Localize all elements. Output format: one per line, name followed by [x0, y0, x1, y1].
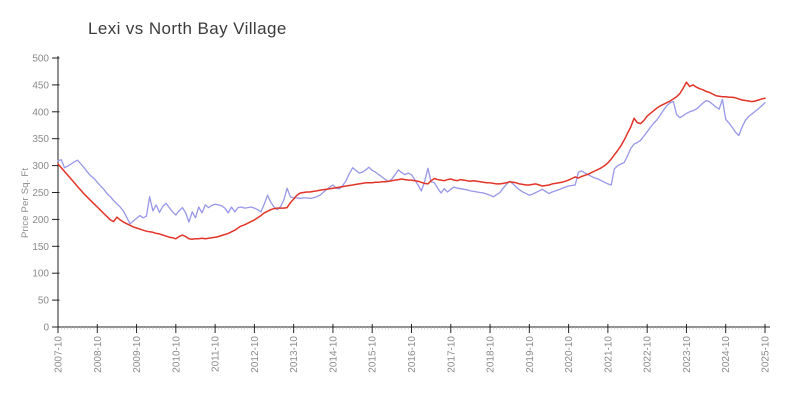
- x-tick-label: 2017-10: [446, 336, 457, 373]
- x-tick-label: 2014-10: [328, 336, 339, 373]
- y-tick-label: 150: [32, 242, 49, 253]
- x-tick-label: 2020-10: [564, 336, 575, 373]
- y-tick-label: 500: [32, 54, 49, 65]
- y-tick-label: 200: [32, 215, 49, 226]
- y-tick-label: 250: [32, 188, 49, 199]
- y-tick-label: 0: [43, 323, 49, 334]
- x-tick-label: 2013-10: [289, 336, 300, 373]
- x-tick-label: 2019-10: [525, 336, 536, 373]
- x-tick-label: 2015-10: [368, 336, 379, 373]
- y-tick-label: 400: [32, 107, 49, 118]
- y-tick-label: 300: [32, 161, 49, 172]
- x-tick-label: 2024-10: [721, 336, 732, 373]
- x-tick-label: 2022-10: [643, 336, 654, 373]
- y-axis-label: Price Per Sq. Ft: [20, 167, 31, 238]
- x-tick-label: 2008-10: [93, 336, 104, 373]
- x-tick-label: 2010-10: [171, 336, 182, 373]
- x-tick-label: 2009-10: [132, 336, 143, 373]
- x-tick-label: 2016-10: [407, 336, 418, 373]
- y-tick-label: 50: [38, 296, 50, 307]
- x-tick-label: 2025-10: [761, 336, 772, 373]
- chart-title: Lexi vs North Bay Village: [88, 19, 287, 38]
- x-tick-label: 2011-10: [211, 336, 222, 372]
- x-tick-label: 2012-10: [250, 336, 261, 373]
- y-tick-label: 350: [32, 134, 49, 145]
- y-tick-label: 100: [32, 269, 49, 280]
- series-line-lexi: [57, 98, 766, 225]
- x-tick-label: 2007-10: [54, 336, 65, 373]
- series-line-north-bay-village: [57, 81, 766, 241]
- x-tick-label: 2021-10: [603, 336, 614, 373]
- y-tick-label: 450: [32, 80, 49, 91]
- x-tick-label: 2023-10: [682, 336, 693, 373]
- x-tick-label: 2018-10: [486, 336, 497, 373]
